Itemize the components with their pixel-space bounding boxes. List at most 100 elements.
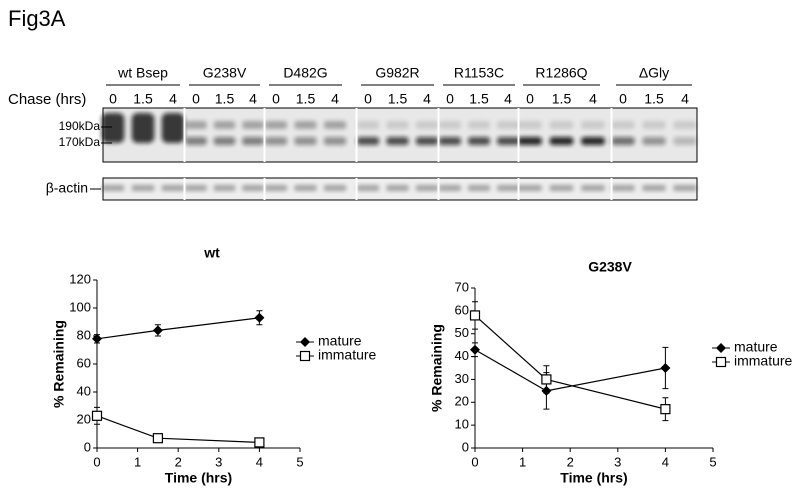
y-tick-label: 40 (77, 383, 91, 398)
blot-main (102, 107, 698, 163)
band (581, 121, 605, 129)
x-tick-label: 3 (614, 454, 621, 469)
x-tick-label: 0 (93, 454, 100, 469)
band (673, 137, 697, 145)
lane-label: G982R (375, 65, 419, 81)
timepoint-label: 4 (169, 91, 177, 107)
y-tick-label: 100 (69, 299, 91, 314)
actin-band (439, 185, 461, 191)
y-tick-label: 60 (77, 355, 91, 370)
actin-band (323, 185, 347, 191)
y-tick-label: 80 (77, 327, 91, 342)
lane-label: ΔGly (639, 65, 669, 81)
timepoint-label: 1.5 (215, 91, 235, 107)
actin-band (386, 185, 409, 191)
band (242, 121, 264, 129)
band (642, 121, 666, 129)
timepoint-label: 4 (423, 91, 431, 107)
point (152, 325, 163, 336)
y-axis-label: % Remaining (429, 324, 445, 412)
band (468, 121, 490, 129)
legend-label: immature (318, 347, 377, 363)
point (254, 437, 265, 448)
timepoint-label: 1.5 (296, 91, 316, 107)
marker-label: 190kDa (59, 119, 101, 133)
band (356, 121, 380, 129)
timepoint-label: 4 (249, 91, 257, 107)
y-tick-label: 40 (455, 348, 469, 363)
series-line (474, 314, 666, 410)
lane-label: D482G (283, 65, 327, 81)
timepoint-label: 0 (364, 91, 372, 107)
x-tick-label: 3 (215, 454, 222, 469)
point (660, 404, 671, 415)
chase-label: Chase (hrs) (8, 91, 86, 108)
actin-band (497, 185, 519, 191)
x-tick-label: 5 (296, 454, 303, 469)
actin-band (213, 185, 236, 191)
chart-title: wt (203, 245, 220, 261)
band (415, 121, 439, 129)
band (518, 137, 542, 145)
band (294, 137, 317, 145)
band (549, 137, 574, 145)
blot-bands (101, 108, 697, 200)
band (642, 137, 666, 145)
timepoint-label: 1.5 (133, 91, 153, 107)
band (323, 121, 347, 129)
lane-label: R1153C (454, 65, 504, 81)
band (264, 121, 288, 129)
timepoint-label: 1.5 (644, 91, 664, 107)
band (497, 137, 519, 145)
timepoint-label: 0 (272, 91, 280, 107)
y-tick-label: 0 (462, 439, 469, 454)
x-axis-label: Time (hrs) (165, 470, 232, 486)
timepoint-label: 1.5 (388, 91, 408, 107)
band (415, 137, 439, 145)
y-axis-label: % Remaining (51, 320, 67, 408)
timepoint-label: 1.5 (469, 91, 489, 107)
y-tick-label: 120 (69, 271, 91, 286)
timepoint-label: 4 (589, 91, 597, 107)
legend-label: mature (318, 333, 362, 349)
timepoint-label: 4 (681, 91, 689, 107)
legend-marker (716, 343, 726, 353)
timepoint-label: 0 (526, 91, 534, 107)
band (242, 137, 264, 145)
band (386, 121, 409, 129)
x-tick-label: 5 (709, 454, 716, 469)
band (581, 137, 605, 145)
legend-marker (299, 350, 311, 362)
band (468, 137, 490, 145)
x-tick-label: 2 (567, 454, 574, 469)
actin-band (294, 185, 317, 191)
actin-band (581, 185, 605, 191)
band (497, 121, 519, 129)
actin-band (356, 185, 380, 191)
band (213, 137, 236, 145)
chart-title: G238V (588, 259, 632, 275)
x-tick-label: 1 (134, 454, 141, 469)
lane-label: G238V (203, 65, 247, 81)
actin-band (242, 185, 264, 191)
x-tick-label: 4 (662, 454, 669, 469)
point (541, 374, 552, 385)
lane-label: R1286Q (535, 65, 587, 81)
band (323, 137, 347, 145)
band (356, 137, 380, 145)
point (91, 410, 103, 421)
series-line (96, 415, 260, 443)
band (161, 113, 185, 143)
timepoint-label: 4 (504, 91, 512, 107)
actin-band (642, 185, 666, 191)
band (131, 113, 155, 143)
point (469, 310, 481, 321)
y-tick-label: 10 (455, 417, 469, 432)
band (673, 121, 697, 129)
band (185, 121, 207, 129)
legend-marker (715, 356, 727, 368)
point (470, 344, 480, 355)
timepoint-label: 1.5 (552, 91, 572, 107)
